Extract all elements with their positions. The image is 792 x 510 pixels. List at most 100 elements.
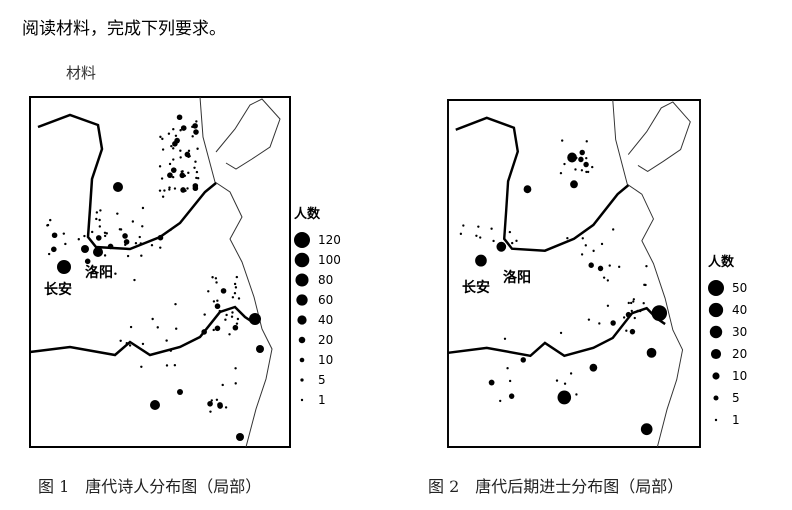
map-dot [224,318,227,321]
legend-label: 5 [732,391,740,405]
map-dot [221,383,224,387]
map-dot [95,235,102,241]
map-dot [187,171,190,175]
map-dot [139,242,142,245]
map-dot [462,224,465,227]
map-dot [249,313,261,325]
map-dot [584,244,587,247]
map-dot [83,234,86,238]
map-dot [632,298,636,301]
map-dot [103,254,107,257]
map-dot [95,211,99,214]
map-dot [475,234,478,237]
map-dot [625,311,632,318]
map-dot [170,167,177,173]
map-dot [193,166,196,170]
map-dot [235,275,239,279]
map-dot [228,333,231,336]
map-dot [174,302,177,306]
map-dot [171,175,175,179]
map-dot [232,324,239,331]
map-dot [585,156,588,160]
map-dot [610,320,616,326]
map-dot [150,400,160,410]
map-dot [215,398,219,401]
city-label: 长安 [462,279,490,296]
map-dot [477,225,480,228]
map-dot [211,276,214,279]
map-dot [57,260,71,274]
map-dot [168,162,172,166]
legend-dot [300,398,304,402]
map-dot [608,264,611,267]
legend-label: 1 [318,393,326,407]
map-dot [138,235,141,239]
map-dot [159,246,162,249]
map-dot [520,357,526,363]
map-dot [125,342,128,345]
map-dot [612,228,615,231]
map-dot [574,168,577,171]
map-dot [583,161,589,168]
coastline [612,99,684,448]
map-dot [231,311,234,314]
map-dot [511,241,514,245]
map-dot [499,399,502,403]
map-dot [490,227,493,230]
map-dot [600,242,604,246]
map-dot [172,147,175,150]
river [447,306,666,358]
map-dot [161,137,164,141]
map-dot [567,152,577,163]
map-dot [475,254,487,267]
map-dot [506,366,509,370]
legend-label: 1 [732,413,740,427]
map-dot [179,129,182,132]
legend-title: 人数 [708,254,735,270]
question: 阅读材料，完成下列要求。 [22,19,226,39]
legend-label: 5 [318,373,326,387]
map-dot [93,247,103,257]
map-dot [645,264,648,268]
map-dot [195,176,198,180]
map-dot [114,272,117,275]
map-dot [636,309,639,313]
map-dot [46,224,49,227]
map-dot [230,315,234,318]
map-dot [187,155,190,159]
map-dot [559,171,563,175]
map-dot [237,297,241,300]
map-dot [570,180,578,189]
map-dot [113,182,123,192]
legend-dot [297,315,307,325]
map-dot [651,305,668,322]
map-frame [29,96,291,448]
map-dot [218,309,221,313]
city-label: 长安 [44,281,72,298]
map-dot [234,382,237,385]
map-dot [62,232,66,235]
map-dot [179,149,182,152]
map-dot [159,135,162,139]
map-dot [168,186,171,189]
map-dot [492,239,495,243]
map-dot [107,243,114,250]
map-dot [91,270,95,273]
map-dot [173,187,177,190]
map-dot [158,189,162,192]
map-dot [214,303,221,310]
map-dot [119,228,123,231]
map-dot [179,172,186,179]
map-dot [569,372,573,375]
legend-dot [712,372,720,380]
legend-dot [298,336,306,344]
map-dot [124,243,127,247]
map-dot [214,277,218,280]
city-label: 洛阳 [85,264,113,281]
map-dot [141,342,145,346]
map-dot [179,156,182,159]
map-dot [49,218,52,222]
map-dot [77,238,80,241]
map-dot [103,234,107,238]
map-dot [488,379,495,386]
